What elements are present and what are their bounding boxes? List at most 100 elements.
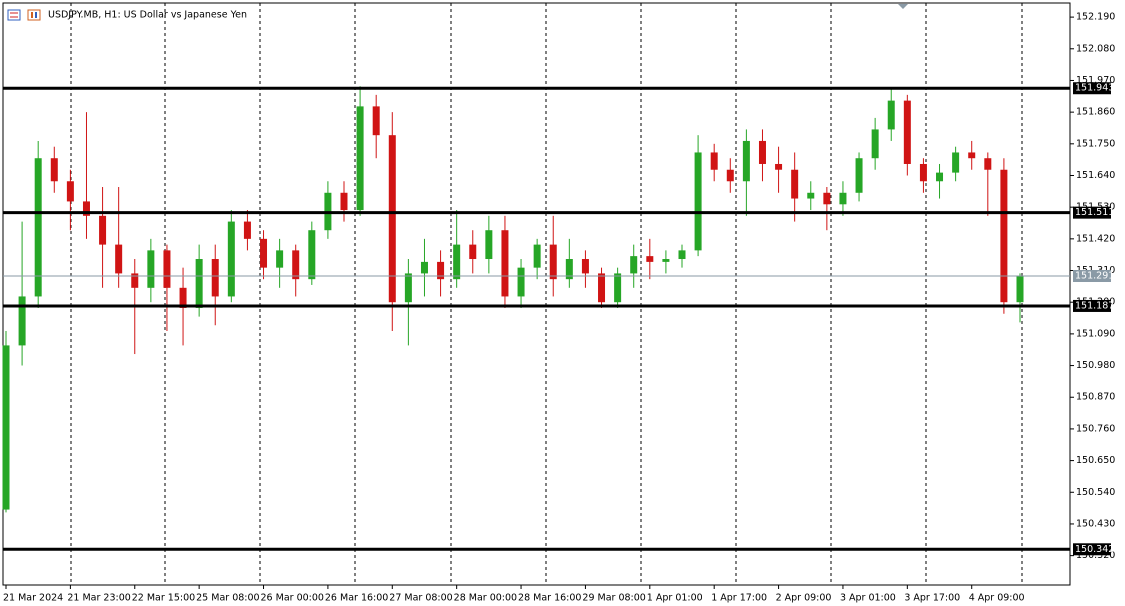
y-tick-label: 152.080 <box>1076 43 1115 54</box>
chart-title: USDJPY.MB, H1: US Dollar vs Japanese Yen <box>48 10 247 21</box>
candle-body <box>227 221 235 297</box>
candle-body <box>517 267 525 297</box>
y-tick-label: 151.640 <box>1076 170 1115 181</box>
y-tick-label: 150.650 <box>1076 455 1115 466</box>
y-tick-label: 151.860 <box>1076 107 1115 118</box>
y-tick-label: 151.970 <box>1076 75 1115 86</box>
candle-body <box>340 192 348 211</box>
level-label: 151.187 <box>1075 300 1114 311</box>
candle-body <box>147 250 155 288</box>
candle-body <box>678 250 686 260</box>
y-tick-label: 152.190 <box>1076 12 1115 23</box>
candle-body <box>936 172 944 182</box>
candle-body <box>919 163 927 182</box>
candle-body <box>356 106 364 211</box>
candle-body <box>292 250 300 280</box>
candle-body <box>195 259 203 308</box>
x-tick-label: 1 Apr 01:00 <box>647 593 703 604</box>
candle-body <box>823 192 831 205</box>
candle-body <box>726 169 734 182</box>
candle-body <box>614 273 622 303</box>
current-price-tag <box>1073 270 1111 283</box>
candle-body <box>903 100 911 164</box>
candle-body <box>662 259 670 262</box>
candle-body <box>163 250 171 288</box>
candle-body <box>581 259 589 274</box>
x-tick-label: 2 Apr 09:00 <box>776 593 832 604</box>
candle-body <box>243 221 251 239</box>
candle-body <box>984 158 992 170</box>
candle-body <box>1016 276 1024 303</box>
candle-body <box>742 140 750 182</box>
x-tick-label: 21 Mar 2024 <box>3 593 63 604</box>
candle-body <box>775 163 783 170</box>
candle-body <box>18 296 26 346</box>
chart-icon-bar <box>35 12 37 18</box>
x-tick-label: 28 Mar 00:00 <box>454 593 517 604</box>
level-label: 151.943 <box>1075 83 1114 94</box>
candle-body <box>485 230 493 260</box>
level-label: 150.342 <box>1075 544 1114 555</box>
y-tick-label: 150.870 <box>1076 392 1115 403</box>
x-tick-label: 3 Apr 01:00 <box>840 593 896 604</box>
level-tag <box>1073 543 1111 556</box>
x-tick-label: 1 Apr 17:00 <box>711 593 767 604</box>
candle-body <box>871 129 879 159</box>
candle-body <box>308 230 316 280</box>
candle-body <box>276 250 284 268</box>
candle-body <box>50 158 58 182</box>
candle-body <box>115 244 123 274</box>
candle-body <box>420 261 428 274</box>
x-tick-label: 4 Apr 09:00 <box>969 593 1025 604</box>
chart-icon <box>7 9 21 21</box>
chart-icon-bar <box>31 12 33 18</box>
x-tick-label: 3 Apr 17:00 <box>904 593 960 604</box>
candle-body <box>1000 169 1008 303</box>
candle-body <box>952 152 960 173</box>
level-tag <box>1073 82 1111 95</box>
candle-body <box>179 287 187 308</box>
level-tag <box>1073 206 1111 219</box>
y-tick-label: 150.430 <box>1076 518 1115 529</box>
x-tick-label: 21 Mar 23:00 <box>67 593 130 604</box>
candle-body <box>758 140 766 164</box>
candle-body <box>404 273 412 303</box>
candle-body <box>694 152 702 251</box>
candle-body <box>260 238 268 268</box>
x-tick-label: 27 Mar 08:00 <box>389 593 452 604</box>
y-tick-label: 150.760 <box>1076 423 1115 434</box>
x-tick-label: 28 Mar 16:00 <box>518 593 581 604</box>
x-tick-label: 26 Mar 00:00 <box>261 593 324 604</box>
candle-body <box>791 169 799 199</box>
candle-body <box>469 244 477 260</box>
y-tick-label: 151.750 <box>1076 138 1115 149</box>
candle-body <box>66 181 74 202</box>
y-tick-label: 150.540 <box>1076 487 1115 498</box>
candle-body <box>549 244 557 280</box>
candle-body <box>437 261 445 280</box>
candle-body <box>968 152 976 159</box>
candle-body <box>630 256 638 274</box>
candle-body <box>34 158 42 297</box>
y-tick-label: 150.980 <box>1076 360 1115 371</box>
y-tick-label: 150.320 <box>1076 550 1115 561</box>
y-tick-label: 151.090 <box>1076 328 1115 339</box>
level-tag <box>1073 299 1111 312</box>
candle-body <box>710 152 718 170</box>
candle-body <box>807 192 815 199</box>
current-price-label: 151.291 <box>1075 271 1114 282</box>
candle-body <box>887 100 895 130</box>
x-tick-label: 26 Mar 16:00 <box>325 593 388 604</box>
candle-body <box>372 106 380 136</box>
candle-body <box>211 259 219 297</box>
shift-marker <box>898 4 908 9</box>
candle-body <box>565 259 573 280</box>
candle-body <box>453 244 461 280</box>
candle-body <box>646 256 654 262</box>
candle-body <box>131 273 139 288</box>
x-tick-label: 22 Mar 15:00 <box>132 593 195 604</box>
candle-body <box>2 345 10 510</box>
candle-body <box>598 273 606 303</box>
candle-body <box>839 192 847 205</box>
